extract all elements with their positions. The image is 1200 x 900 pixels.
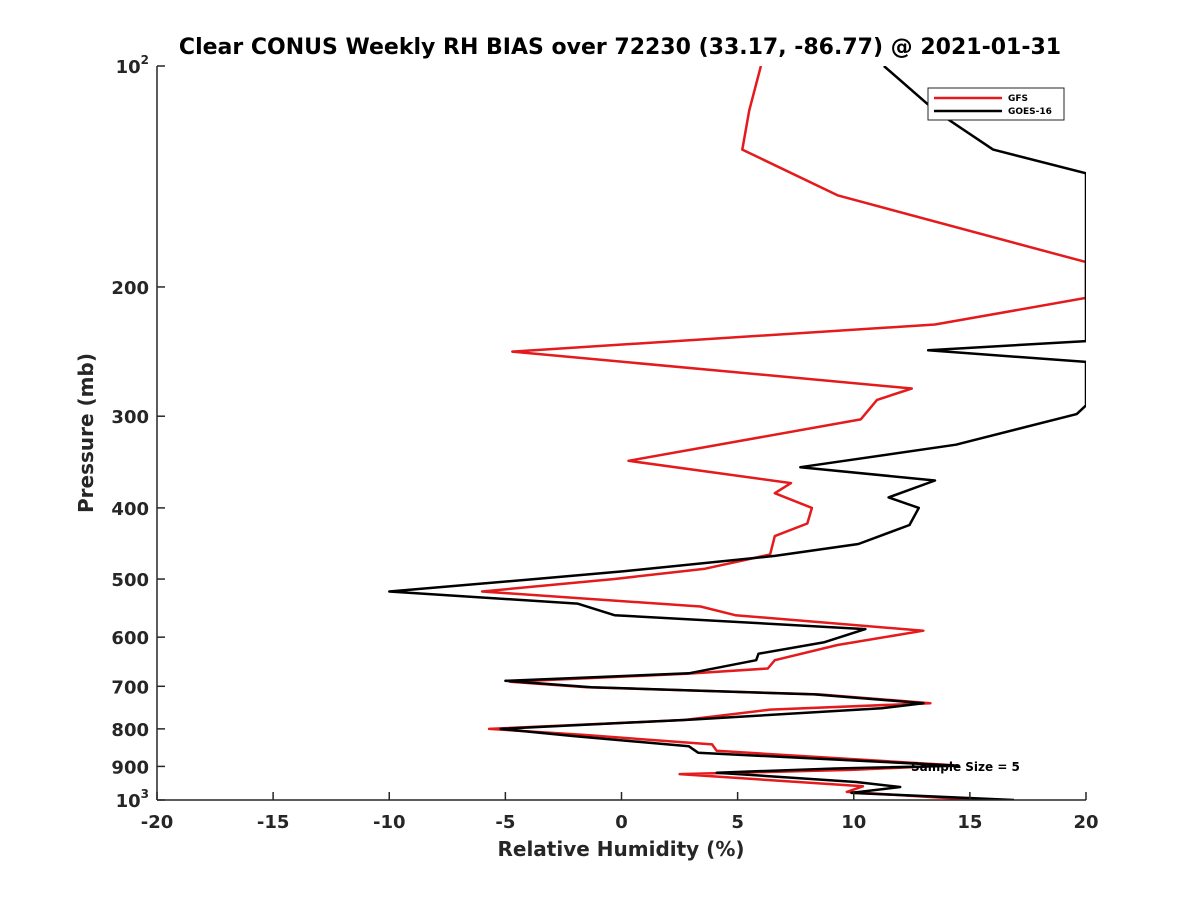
series-line-gfs <box>480 66 1086 800</box>
x-tick-label: 10 <box>841 812 866 833</box>
y-tick-label: 500 <box>111 570 149 591</box>
chart-title: Clear CONUS Weekly RH BIAS over 72230 (3… <box>179 35 1061 60</box>
y-tick-label: 400 <box>111 499 149 520</box>
series-layer <box>388 66 1086 800</box>
legend-label-gfs: GFS <box>1008 94 1028 104</box>
legend-box <box>927 87 1065 121</box>
x-tick-label: 15 <box>957 812 982 833</box>
y-tick-label: 103 <box>116 787 149 812</box>
x-axis-label: Relative Humidity (%) <box>497 837 744 861</box>
y-axis-label: Pressure (mb) <box>74 353 98 513</box>
x-tick-label: -15 <box>257 812 290 833</box>
y-tick-label: 900 <box>111 757 149 778</box>
y-tick-label: 800 <box>111 720 149 741</box>
y-tick-label: 600 <box>111 628 149 649</box>
x-tick-label: 5 <box>731 812 744 833</box>
ticks-layer: -20 -15 -10 -5 0 5 10 15 20 102 200 300 400 500 600 700… <box>111 53 1098 833</box>
legend: GFS GOES-16 <box>927 87 1065 121</box>
series-line-goes16 <box>388 66 1086 800</box>
x-tick-label: 0 <box>615 812 628 833</box>
y-tick-label: 200 <box>111 278 149 299</box>
y-tick-label: 700 <box>111 677 149 698</box>
y-tick-label: 102 <box>116 53 149 78</box>
x-tick-label: -10 <box>373 812 406 833</box>
legend-label-goes16: GOES-16 <box>1008 107 1052 117</box>
x-tick-label: -5 <box>495 812 515 833</box>
sample-size-annotation: Sample Size = 5 <box>911 760 1020 774</box>
x-tick-label: 20 <box>1073 812 1098 833</box>
y-tick-label: 300 <box>111 407 149 428</box>
x-tick-label: -20 <box>141 812 174 833</box>
